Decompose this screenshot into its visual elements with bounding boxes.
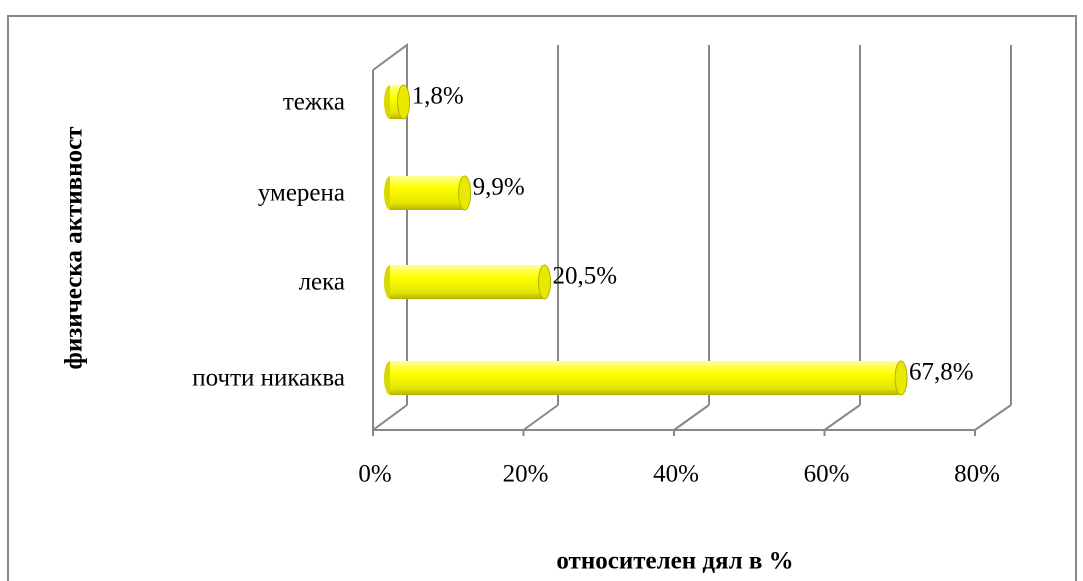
floor-line: [522, 404, 559, 431]
floor-line: [974, 404, 1012, 431]
category-label: лека: [299, 269, 345, 296]
x-tick-label: 60%: [804, 461, 850, 488]
bar: [390, 361, 902, 395]
floor-line: [372, 404, 408, 431]
x-tick-label: 0%: [358, 461, 391, 488]
value-label: 20,5%: [553, 263, 618, 290]
value-label: 9,9%: [473, 174, 525, 201]
bar: [390, 265, 545, 299]
x-tick-label: 80%: [954, 461, 1000, 488]
category-label: тежка: [283, 89, 345, 116]
bar-cap: [397, 84, 411, 120]
floor-line: [823, 404, 861, 431]
chart-frame: [7, 15, 1077, 581]
value-label: 67,8%: [909, 359, 974, 386]
floor-line: [673, 404, 710, 431]
category-label: умерена: [258, 180, 345, 207]
category-label: почти никаква: [192, 365, 345, 392]
value-label: 1,8%: [412, 83, 464, 110]
x-axis-label: относителен дял в %: [556, 548, 793, 575]
bar-cap: [458, 175, 472, 211]
x-tick-label: 20%: [503, 461, 549, 488]
y-axis-label: физическа активност: [61, 127, 88, 370]
x-tick-label: 40%: [653, 461, 699, 488]
bar: [390, 176, 465, 210]
bar-cap: [894, 360, 908, 396]
bar-cap: [538, 264, 552, 300]
